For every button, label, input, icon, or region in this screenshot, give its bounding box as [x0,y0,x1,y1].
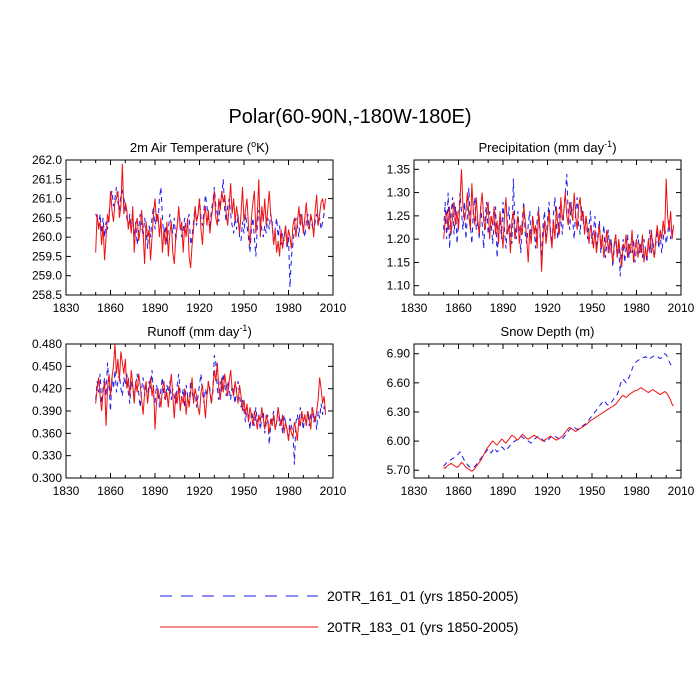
y-tick-label: 259.0 [32,269,62,283]
y-tick-label: 0.300 [32,471,62,485]
panel-title-tail: ) [247,324,251,339]
panel-precipitation: 1830 1860 1890 1920 1950 1980 2010 1.35 1.30 1.25… [387,139,695,315]
y-tick-label: 0.450 [32,359,62,373]
x-tick-label: 1980 [623,484,650,498]
y-tick-label: 1.30 [387,186,411,200]
panel-title-main: 2m Air Temperature ( [130,140,252,155]
y-tick-label: 260.5 [32,211,62,225]
y-tick-label: 1.35 [387,162,411,176]
x-tick-label: 1920 [534,484,561,498]
x-tick-label: 1860 [445,484,472,498]
x-tick-label: 1890 [142,301,169,315]
x-tick-label: 1890 [490,301,517,315]
panel-title: 2m Air Temperature (oK) [130,139,269,155]
x-tick-label: 2010 [320,301,347,315]
y-tick-label: 261.0 [32,192,62,206]
x-tick-label: 1890 [490,484,517,498]
y-tick-label: 1.20 [387,232,411,246]
x-tick-label: 1920 [186,484,213,498]
x-tick-label: 1860 [97,301,124,315]
x-tick-label: 1920 [534,301,561,315]
y-tick-label: 259.5 [32,249,62,263]
y-tick-label: 6.00 [387,434,411,448]
x-tick-label: 2010 [668,484,695,498]
panel-title-main: Snow Depth (m) [501,324,595,339]
panel-title-superscript: -1 [239,323,247,333]
panel-title-main: Runoff (mm day [147,324,240,339]
y-tick-label: 5.70 [387,463,411,477]
series-line-temp-20tr-161-01 [95,179,327,288]
legend-label-run-183: 20TR_183_01 (yrs 1850-2005) [327,619,518,635]
panel-runoff: 1830 1860 1890 1920 1950 1980 2010 0.480 0.450 0.… [32,323,347,498]
panel-title-main: Precipitation (mm day [478,140,604,155]
y-tick-label: 258.5 [32,288,62,302]
y-tick-label: 0.420 [32,382,62,396]
y-tick-label: 262.0 [32,153,62,167]
x-tick-label: 2010 [668,301,695,315]
x-tick-label: 1830 [53,484,80,498]
y-tick-label: 6.90 [387,347,411,361]
panel-snow-depth: 1830 1860 1890 1920 1950 1980 2010 6.90 6.60 6.30… [387,324,695,498]
series-line-runoff-20tr-183-01 [95,343,327,441]
y-tick-label: 0.390 [32,404,62,418]
legend-label-run-161: 20TR_161_01 (yrs 1850-2005) [327,588,518,604]
x-tick-label: 1980 [623,301,650,315]
legend: 20TR_161_01 (yrs 1850-2005) 20TR_183_01 … [160,588,518,635]
panel-title: Precipitation (mm day-1) [478,139,616,155]
x-tick-label: 1950 [579,301,606,315]
y-tick-label: 0.480 [32,337,62,351]
x-tick-label: 1860 [97,484,124,498]
panel-air-temperature: 1830 1860 1890 1920 1950 1980 2010 262.0 261.5 26… [32,139,347,315]
panel-title-tail: K) [256,140,269,155]
x-tick-label: 1830 [401,301,428,315]
y-tick-label: 1.10 [387,279,411,293]
series-line-snow-20tr-183-01 [443,387,674,472]
series-line-snow-20tr-161-01 [443,353,674,469]
panel-title: Runoff (mm day-1) [147,323,252,339]
figure-title: Polar(60-90N,-180W-180E) [228,106,471,128]
panel-title: Snow Depth (m) [501,324,595,339]
x-tick-label: 1950 [231,484,258,498]
x-tick-label: 1860 [445,301,472,315]
x-tick-label: 1890 [142,484,169,498]
y-tick-label: 0.330 [32,449,62,463]
x-tick-label: 1980 [275,301,302,315]
panel-title-superscript: -1 [604,139,612,149]
x-tick-label: 1830 [53,301,80,315]
series-line-precip-20tr-161-01 [443,173,675,277]
y-tick-label: 6.30 [387,405,411,419]
y-tick-label: 1.25 [387,209,411,223]
series-line-runoff-20tr-161-01 [95,355,327,465]
x-tick-label: 1920 [186,301,213,315]
series-line-precip-20tr-183-01 [443,169,675,272]
x-tick-label: 2010 [320,484,347,498]
x-tick-label: 1950 [579,484,606,498]
y-tick-label: 0.360 [32,426,62,440]
panel-title-superscript: o [251,139,256,149]
x-tick-label: 1980 [275,484,302,498]
x-tick-label: 1950 [231,301,258,315]
y-tick-label: 6.60 [387,376,411,390]
y-tick-label: 261.5 [32,172,62,186]
series-line-temp-20tr-183-01 [95,163,327,269]
x-tick-label: 1830 [401,484,428,498]
y-tick-label: 260.0 [32,230,62,244]
y-tick-label: 1.15 [387,255,411,269]
panel-title-tail: ) [612,140,616,155]
